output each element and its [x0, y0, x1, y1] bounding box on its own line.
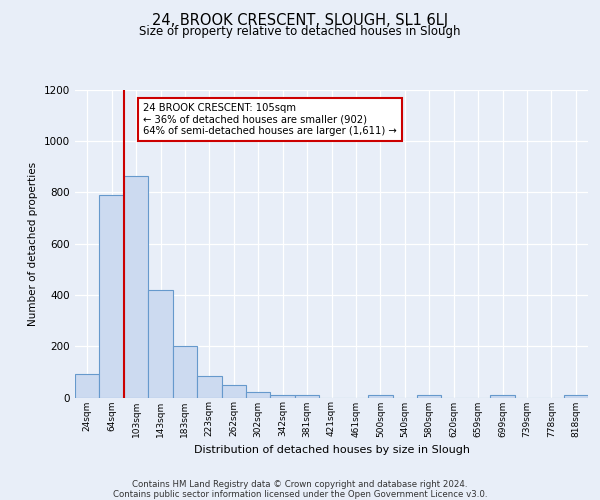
Text: Contains HM Land Registry data © Crown copyright and database right 2024.: Contains HM Land Registry data © Crown c…	[132, 480, 468, 489]
Bar	[148, 290, 173, 398]
Text: Size of property relative to detached houses in Slough: Size of property relative to detached ho…	[139, 25, 461, 38]
Bar	[490, 395, 515, 398]
Text: Contains public sector information licensed under the Open Government Licence v3: Contains public sector information licen…	[113, 490, 487, 499]
X-axis label: Distribution of detached houses by size in Slough: Distribution of detached houses by size …	[193, 445, 470, 455]
Text: 24 BROOK CRESCENT: 105sqm
← 36% of detached houses are smaller (902)
64% of semi: 24 BROOK CRESCENT: 105sqm ← 36% of detac…	[143, 103, 397, 136]
Bar	[246, 392, 271, 398]
Bar	[295, 395, 319, 398]
Bar	[368, 396, 392, 398]
Bar	[271, 395, 295, 398]
Text: 24, BROOK CRESCENT, SLOUGH, SL1 6LJ: 24, BROOK CRESCENT, SLOUGH, SL1 6LJ	[152, 12, 448, 28]
Bar	[221, 384, 246, 398]
Bar	[417, 395, 442, 398]
Y-axis label: Number of detached properties: Number of detached properties	[28, 162, 38, 326]
Bar	[100, 195, 124, 398]
Bar	[563, 395, 588, 398]
Bar	[173, 346, 197, 398]
Bar	[124, 176, 148, 398]
Bar	[75, 374, 100, 398]
Bar	[197, 376, 221, 398]
